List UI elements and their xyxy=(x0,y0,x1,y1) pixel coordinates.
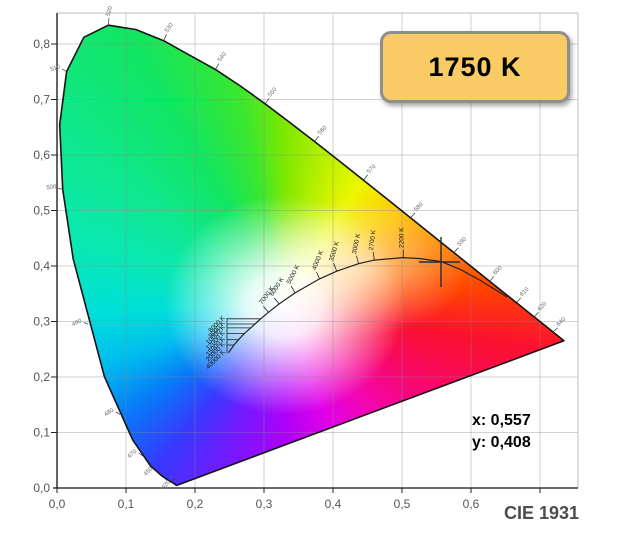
x-axis-tick-label: 0,5 xyxy=(394,497,411,511)
y-axis-tick-label: 0,5 xyxy=(33,204,50,218)
x-axis-tick-label: 0,3 xyxy=(256,497,273,511)
xy-readout: x: 0,557 y: 0,408 xyxy=(472,410,531,454)
y-axis-tick-label: 0,3 xyxy=(33,315,50,329)
wavelength-label: 500 xyxy=(46,184,57,191)
y-axis-tick-label: 0,7 xyxy=(33,93,50,107)
y-value: y: 0,408 xyxy=(472,434,531,451)
y-axis-tick-label: 0,2 xyxy=(33,370,50,384)
x-axis-tick-label: 0,1 xyxy=(118,497,135,511)
y-axis-tick-label: 0,4 xyxy=(33,259,50,273)
cct-badge-label: 1750 K xyxy=(428,51,522,82)
x-axis-tick-label: 0,4 xyxy=(325,497,342,511)
x-axis-tick-label: 0,2 xyxy=(187,497,204,511)
x-axis-tick-label: 0,0 xyxy=(49,497,66,511)
x-value: x: 0,557 xyxy=(472,412,531,429)
y-axis-tick-label: 0,8 xyxy=(33,37,50,51)
cct-badge: 1750 K xyxy=(380,31,570,103)
x-axis-tick-label: 0,6 xyxy=(463,497,480,511)
y-axis-tick-label: 0,6 xyxy=(33,148,50,162)
x-axis-labels: 0,0 0,1 0,2 0,3 0,4 0,5 0,6 xyxy=(49,497,480,511)
y-axis-tick-label: 0,1 xyxy=(33,426,50,440)
diagram-title: CIE 1931 xyxy=(504,503,580,523)
y-axis-labels: 0,0 0,1 0,2 0,3 0,4 0,5 0,6 0,7 0,8 xyxy=(33,37,50,495)
y-axis-tick-label: 0,0 xyxy=(33,481,50,495)
